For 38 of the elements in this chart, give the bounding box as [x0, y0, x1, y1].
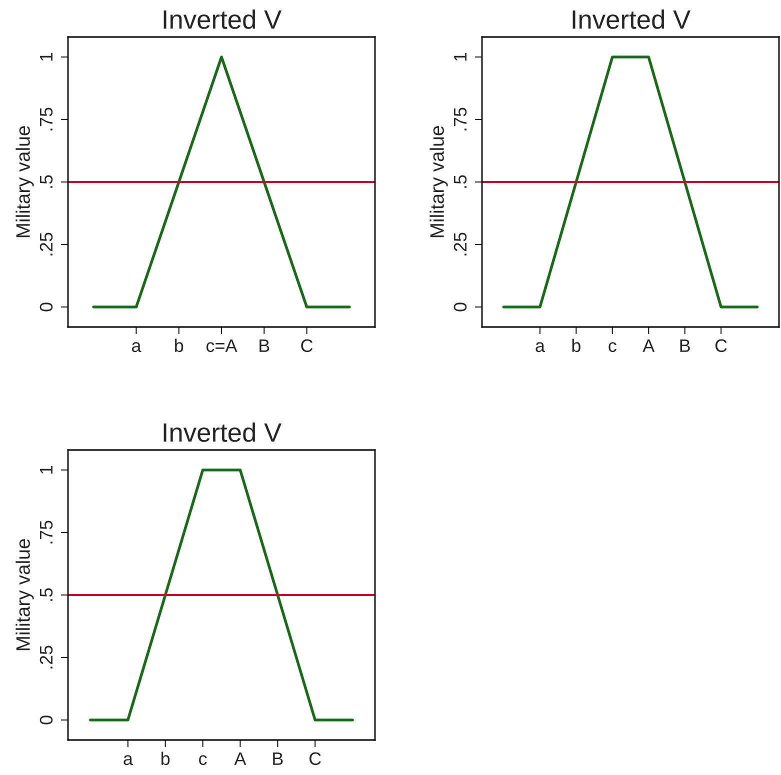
y-tick-label: .75	[40, 520, 53, 544]
y-tick-label: .75	[454, 108, 467, 130]
y-tick-label: 0	[454, 302, 467, 312]
x-tick-label: a	[536, 342, 545, 352]
y-tick-label: .5	[454, 175, 467, 188]
x-tick-label: b	[161, 752, 170, 766]
y-tick-label: .25	[454, 232, 467, 256]
chart-title: Inverted V	[164, 10, 282, 29]
y-tick-label: 0	[40, 302, 53, 312]
x-tick-label: C	[301, 339, 313, 352]
y-tick-label: 1	[40, 52, 52, 61]
y-axis-title: Military value	[16, 539, 34, 650]
x-tick-label: C	[309, 752, 321, 766]
x-tick-label: c	[199, 755, 207, 766]
x-tick-label: B	[680, 339, 690, 352]
x-tick-label: c	[608, 342, 616, 352]
y-tick-label: 1	[454, 52, 466, 61]
y-tick-label: .25	[40, 232, 53, 256]
y-tick-label: .5	[40, 588, 53, 601]
chart-title: Inverted V	[164, 422, 282, 442]
x-tick-label: a	[132, 342, 142, 352]
chart-title: Inverted V	[572, 10, 691, 29]
x-tick-label: C	[715, 339, 727, 352]
x-tick-label: c=A	[206, 339, 238, 352]
y-tick-label: .75	[40, 108, 53, 130]
y-tick-label: .25	[40, 646, 53, 668]
x-tick-label: B	[260, 339, 270, 352]
y-axis-title: Military value	[16, 126, 34, 238]
y-tick-label: 1	[40, 466, 52, 474]
x-tick-label: b	[175, 338, 184, 352]
y-tick-label: .5	[40, 175, 53, 188]
x-tick-label: a	[124, 755, 133, 766]
x-tick-label: b	[572, 338, 580, 352]
x-tick-label: A	[234, 752, 246, 765]
x-tick-label: B	[273, 752, 283, 765]
x-tick-label: A	[642, 339, 655, 352]
y-axis-title: Military value	[430, 126, 448, 238]
y-tick-label: 0	[40, 716, 53, 724]
